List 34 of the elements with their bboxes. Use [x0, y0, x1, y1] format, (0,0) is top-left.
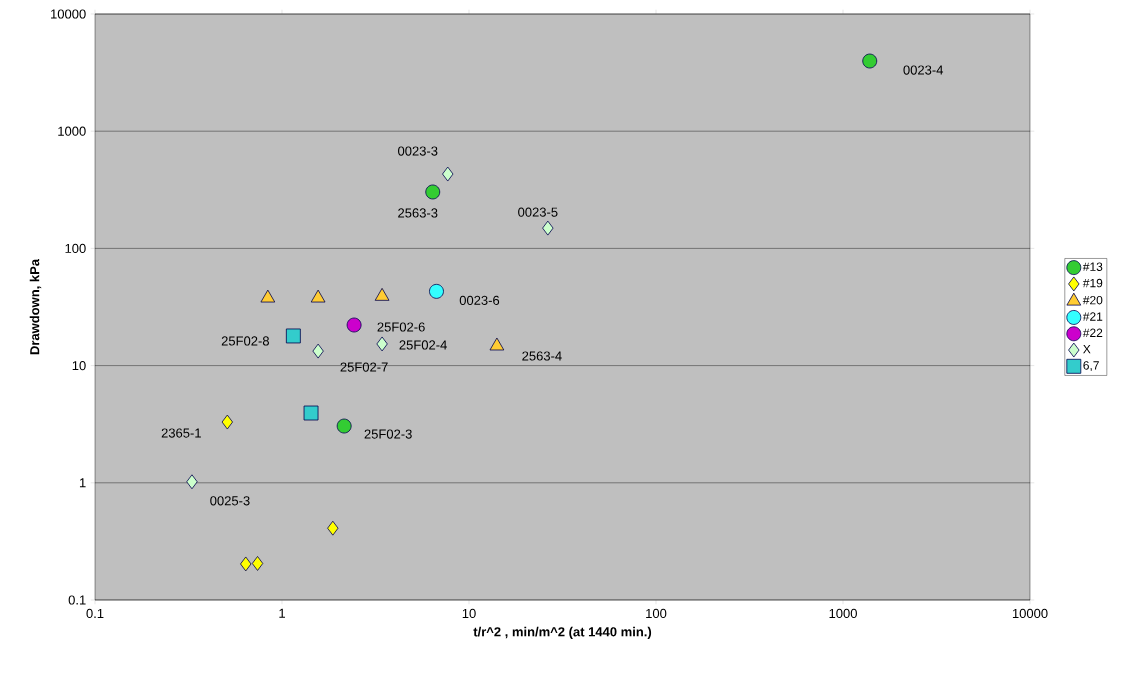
legend-label: X: [1083, 344, 1091, 354]
annotation: 25F02-6: [377, 322, 425, 332]
y-tick-label: 10: [72, 360, 86, 371]
annotation: 25F02-7: [340, 362, 388, 372]
legend-label: #20: [1082, 295, 1103, 305]
legend-label: #13: [1082, 262, 1103, 271]
y-tick-label: 100: [65, 243, 86, 253]
x-tick-label: 1: [279, 608, 285, 618]
annotation: 0023-6: [459, 295, 500, 305]
legend-label: 6,7: [1083, 361, 1099, 372]
x-axis-title: t/r^2 , min/m^2 (at 1440 min.): [473, 626, 652, 639]
annotation: 2365-1: [161, 428, 201, 438]
x-tick-label: 0.1: [86, 608, 104, 618]
x-tick-label: 10000: [1012, 608, 1048, 618]
annotation: 2563-3: [398, 208, 438, 218]
annotation: 25F02-8: [221, 336, 269, 346]
x-tick-label: 1000: [829, 608, 857, 618]
legend-label: #19: [1082, 278, 1103, 288]
legend-label: #21: [1082, 312, 1103, 321]
x-tick-label: 10: [462, 608, 476, 618]
annotation: 2563-4: [522, 351, 562, 361]
y-axis-title: Drawdown, kPa: [29, 258, 42, 355]
annotation: 25F02-3: [364, 429, 412, 439]
annotation: 0025-3: [210, 496, 250, 506]
annotation: 25F02-4: [399, 340, 447, 350]
y-tick-label: 1000: [58, 126, 86, 136]
x-tick-label: 100: [646, 608, 667, 618]
annotation: 0023-4: [903, 65, 944, 75]
y-tick-label: 0.1: [68, 595, 86, 605]
annotation: 0023-5: [518, 207, 558, 217]
legend-label: #22: [1082, 328, 1103, 337]
y-tick-label: 1: [79, 478, 86, 488]
annotation: 0023-3: [398, 146, 438, 156]
y-tick-label: 10000: [51, 9, 86, 19]
